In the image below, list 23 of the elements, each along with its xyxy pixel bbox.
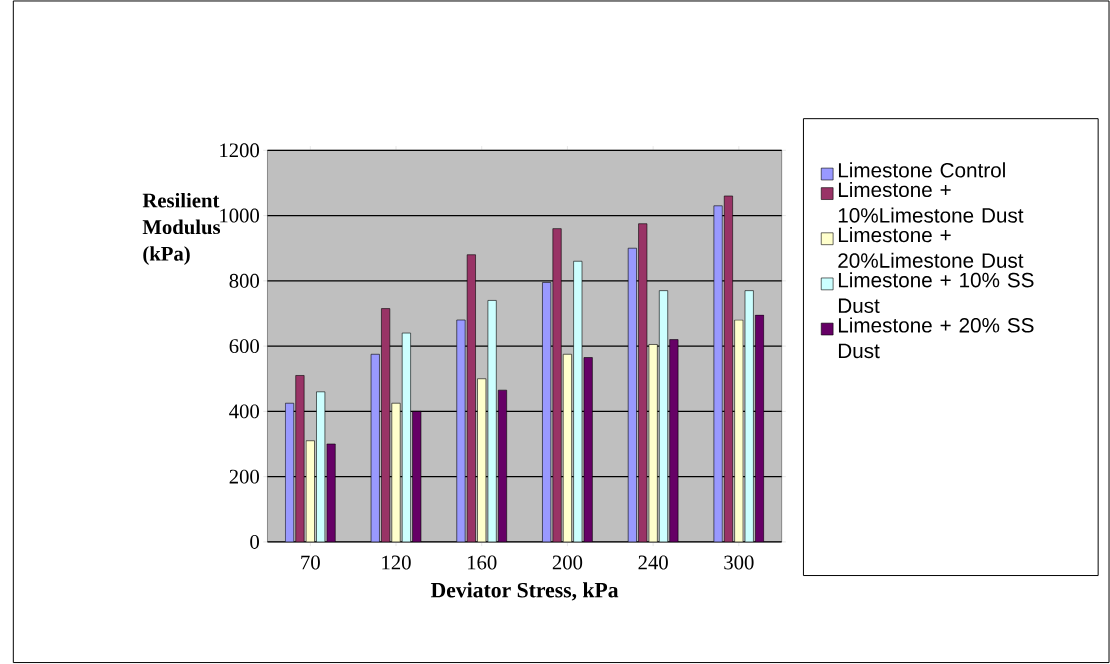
x-tick-label: 70 xyxy=(301,555,320,570)
y-tick-label: 600 xyxy=(229,339,259,354)
y-tick-label: 400 xyxy=(229,404,259,419)
x-tick-label: 240 xyxy=(638,555,668,570)
y-tick-label: 0 xyxy=(250,535,259,550)
legend-label: Limestone + 10%Limestone Dust xyxy=(838,182,1024,223)
bar xyxy=(391,403,401,543)
x-tick-label: 300 xyxy=(724,555,754,570)
x-tick-label: 120 xyxy=(382,555,411,570)
legend-label: Limestone Control xyxy=(838,162,1005,178)
bar xyxy=(552,228,562,543)
x-axis-title: Deviator Stress, kPa xyxy=(430,582,619,601)
y-tick-label: 1200 xyxy=(220,143,259,158)
bar xyxy=(456,319,466,543)
legend-label: Limestone + 20%Limestone Dust xyxy=(838,227,1024,269)
legend-label: Limestone + 20% SS Dust xyxy=(838,317,1034,359)
x-tick-label: 200 xyxy=(552,555,583,570)
y-axis-title: Resilient Modulus (kPa) xyxy=(142,193,221,266)
legend-label: Limestone + 10% SS Dust xyxy=(838,272,1034,314)
y-tick-label: 800 xyxy=(229,274,259,289)
y-tick-label: 200 xyxy=(229,469,259,484)
x-tick-label: 160 xyxy=(468,555,497,570)
y-tick-label: 1000 xyxy=(220,208,259,223)
